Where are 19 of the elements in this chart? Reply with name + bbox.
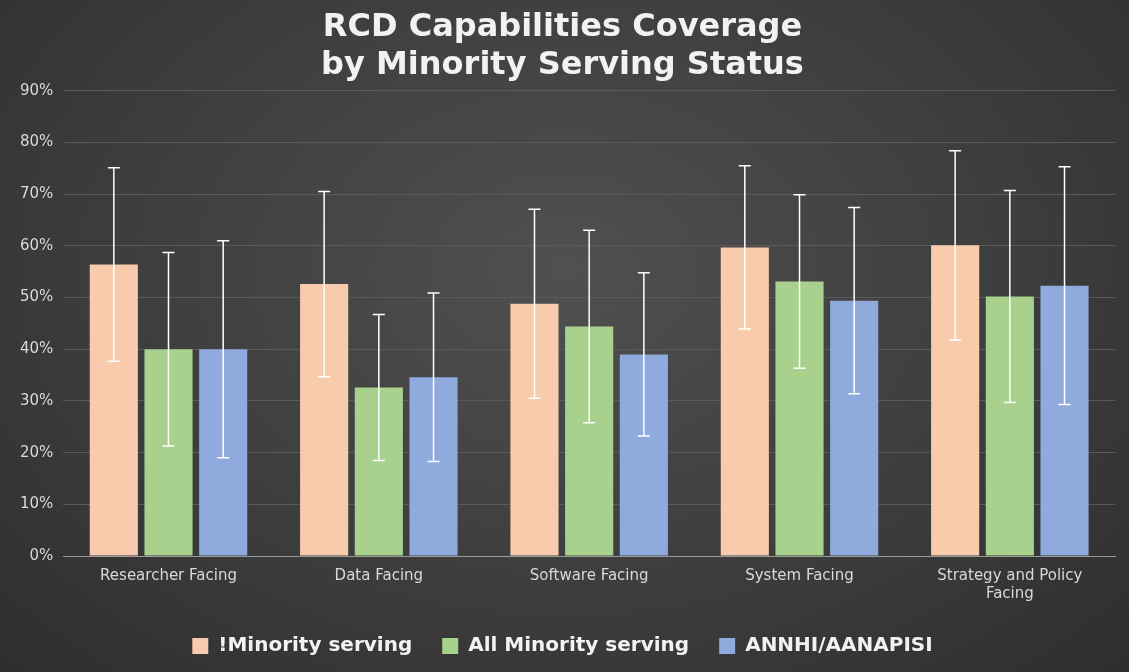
x-tick-label: Strategy and Policy Facing bbox=[937, 565, 1083, 602]
y-tick-label: 30% bbox=[20, 390, 54, 409]
y-tick-label: 40% bbox=[20, 339, 54, 358]
y-tick-label: 80% bbox=[20, 132, 54, 151]
y-tick-label: 90% bbox=[20, 80, 54, 99]
y-tick-label: 20% bbox=[20, 442, 54, 461]
chart-title: RCD Capabilities Coverage by Minority Serving Status bbox=[321, 5, 804, 82]
legend-label: !Minority serving bbox=[218, 632, 413, 657]
y-tick-label: 10% bbox=[20, 494, 54, 513]
y-tick-label: 60% bbox=[20, 235, 54, 254]
y-tick-label: 70% bbox=[20, 184, 54, 203]
legend-label: ANNHI/AANAPISI bbox=[745, 632, 933, 657]
x-tick-label: Software Facing bbox=[529, 565, 649, 584]
x-tick-label: Researcher Facing bbox=[100, 565, 237, 584]
y-tick-label: 50% bbox=[20, 287, 54, 306]
legend-label: All Minority serving bbox=[468, 632, 690, 657]
x-tick-label: Data Facing bbox=[334, 565, 424, 584]
x-tick-label: System Facing bbox=[745, 565, 854, 584]
y-tick-label: 0% bbox=[29, 545, 54, 564]
